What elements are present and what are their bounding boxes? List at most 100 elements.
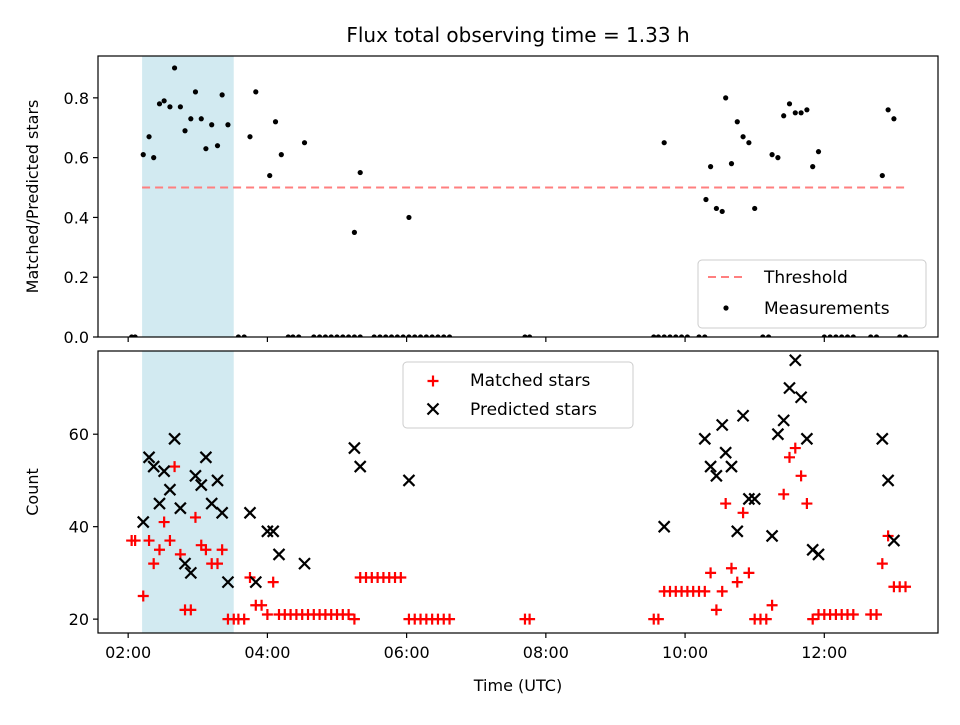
legend-box: [402, 361, 634, 429]
measurement-point: [417, 334, 424, 337]
measurement-point: [766, 334, 772, 337]
measurement-point: [786, 101, 793, 107]
measurement-point: [781, 113, 787, 119]
legend-box: [697, 259, 927, 329]
measurement-point: [334, 334, 340, 337]
matched-point: [164, 535, 176, 547]
predicted-point: [736, 409, 750, 422]
measurement-point: [357, 334, 363, 337]
predicted-point: [704, 460, 717, 473]
legend-label-measurements: Measurements: [764, 299, 890, 319]
measurement-point: [383, 334, 389, 337]
measurement-point: [203, 146, 209, 152]
measurement-point: [850, 334, 856, 337]
measurement-point: [446, 334, 453, 337]
measurement-point: [285, 334, 291, 337]
measurement-point: [328, 334, 334, 337]
predicted-point: [142, 451, 156, 464]
predicted-point: [211, 474, 224, 487]
series-measurements: [129, 65, 909, 337]
measurement-point: [423, 334, 429, 337]
matched-point: [129, 535, 141, 547]
matched-point: [185, 604, 197, 616]
matched-point: [444, 613, 456, 625]
measurement-point: [734, 119, 740, 125]
predicted-point: [221, 575, 235, 589]
x-tick-label: 08:00: [523, 643, 569, 662]
series-predicted-stars: [136, 353, 901, 589]
predicted-point: [168, 432, 181, 446]
matched-point: [216, 544, 228, 556]
matched-point: [256, 599, 268, 611]
measurement-point: [827, 334, 833, 337]
measurement-point: [253, 89, 259, 95]
measurement-point: [322, 334, 329, 337]
legend: Matched stars Predicted stars: [402, 361, 634, 429]
measurement-point: [146, 134, 152, 140]
measurement-point: [769, 152, 775, 158]
matched-point: [348, 613, 360, 625]
measurement-point: [678, 334, 685, 337]
predicted-point: [771, 427, 785, 441]
x-tick-label: 10:00: [662, 643, 708, 662]
measurement-point: [441, 334, 447, 337]
measurement-point: [406, 334, 412, 337]
measurement-point: [833, 334, 839, 337]
predicted-point: [348, 441, 361, 455]
measurement-point: [821, 334, 827, 337]
observing-window-span: [142, 56, 234, 337]
predicted-point: [163, 483, 177, 496]
y-tick-label: 0.0: [64, 328, 89, 347]
matched-point: [189, 511, 201, 523]
predicted-point: [243, 506, 257, 520]
predicted-point: [215, 506, 229, 520]
matched-point: [153, 544, 165, 556]
measurement-point: [667, 334, 673, 337]
measurement-point: [412, 334, 418, 337]
matched-point: [699, 585, 711, 597]
measurement-point: [673, 334, 679, 337]
measurement-point: [728, 161, 735, 167]
predicted-point: [876, 432, 889, 446]
measurement-point: [371, 334, 377, 337]
matched-point: [343, 609, 355, 621]
measurement-point: [357, 169, 363, 176]
predicted-point: [710, 469, 723, 483]
matched-point: [766, 599, 778, 611]
predicted-point: [742, 492, 756, 506]
measurement-point: [167, 104, 173, 110]
measurement-point: [702, 334, 708, 337]
measurement-point: [278, 152, 284, 158]
predicted-point: [789, 353, 802, 367]
predicted-point: [249, 575, 263, 589]
matched-point: [737, 507, 749, 519]
measurement-point: [388, 334, 395, 337]
matched-point: [725, 562, 737, 574]
x-tick-label: 04:00: [244, 643, 290, 662]
legend-matched-swatch: [427, 375, 439, 387]
measurement-point: [723, 95, 729, 101]
measurement-point: [182, 128, 188, 134]
y-tick-label: 0.2: [64, 268, 89, 287]
measurement-point: [394, 334, 400, 337]
predicted-point: [184, 566, 198, 580]
plot-area: [126, 353, 912, 625]
matched-point: [789, 442, 801, 454]
measurement-point: [752, 205, 758, 212]
legend-measurement-swatch: [723, 305, 729, 311]
series-matched-stars: [126, 442, 912, 625]
matched-point: [900, 581, 912, 593]
predicted-point: [765, 529, 779, 543]
predicted-point: [881, 474, 895, 487]
matched-point: [801, 498, 813, 510]
plot-area: [129, 65, 909, 337]
axes-frame: [97, 55, 939, 338]
measurement-point: [522, 334, 528, 337]
predicted-point: [178, 557, 192, 570]
measurement-point: [891, 116, 897, 122]
matched-point: [710, 604, 722, 616]
matched-point: [395, 572, 407, 584]
measurement-point: [527, 334, 533, 337]
predicted-point: [812, 548, 825, 561]
